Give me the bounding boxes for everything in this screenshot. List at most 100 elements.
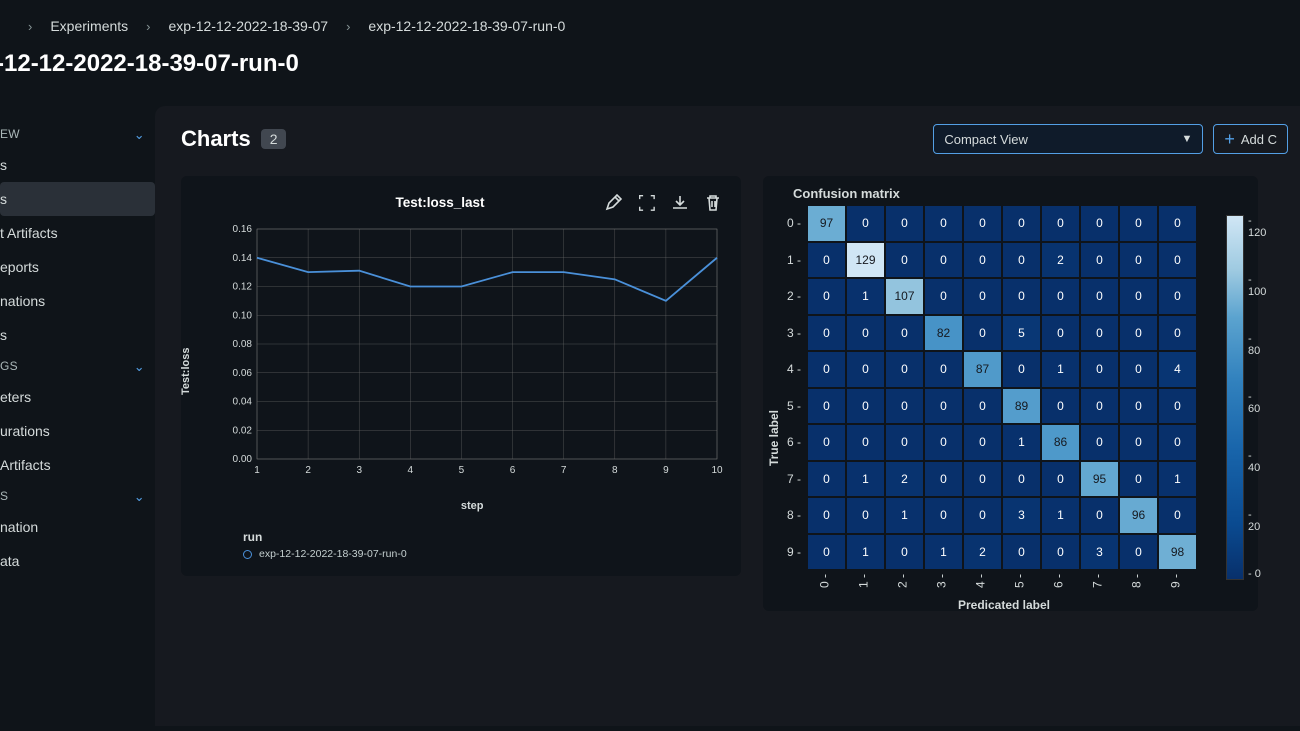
svg-text:0.16: 0.16	[233, 224, 253, 235]
matrix-cell: 0	[1080, 205, 1119, 242]
svg-text:5: 5	[459, 465, 465, 476]
charts-title-text: Charts	[181, 126, 251, 152]
fullscreen-icon[interactable]	[638, 194, 655, 211]
matrix-cell: 0	[1041, 278, 1080, 315]
line-chart-xlabel: step	[461, 500, 484, 512]
matrix-cell: 0	[963, 424, 1002, 461]
matrix-cell: 0	[1158, 242, 1197, 279]
matrix-cell: 0	[1041, 315, 1080, 352]
view-select[interactable]: Compact View ▼	[933, 124, 1203, 154]
matrix-cell: 0	[1119, 351, 1158, 388]
matrix-cell: 0	[963, 497, 1002, 534]
sidebar-item[interactable]: ata	[0, 544, 155, 578]
chevron-down-icon: ⌄	[134, 359, 145, 375]
matrix-cell: 0	[1119, 242, 1158, 279]
legend-item: exp-12-12-2022-18-39-07-run-0	[243, 548, 407, 560]
matrix-cell: 0	[1158, 497, 1197, 534]
charts-count-badge: 2	[261, 129, 287, 149]
svg-text:2: 2	[305, 465, 311, 476]
matrix-cell: 0	[885, 242, 924, 279]
matrix-cell: 0	[1119, 315, 1158, 352]
sidebar-item[interactable]: t Artifacts	[0, 216, 155, 250]
matrix-cell: 0	[885, 205, 924, 242]
matrix-col-header: 0 -	[816, 562, 838, 601]
colorbar-tick: - 20	[1248, 509, 1266, 533]
matrix-cell: 0	[846, 497, 885, 534]
sidebar-item[interactable]: eters	[0, 380, 155, 414]
sidebar-item[interactable]: nation	[0, 510, 155, 544]
matrix-cell: 0	[807, 242, 846, 279]
matrix-cell: 0	[924, 278, 963, 315]
matrix-cell: 95	[1080, 461, 1119, 498]
sidebar-item[interactable]: urations	[0, 414, 155, 448]
matrix-row-header: 4 -	[781, 351, 807, 388]
sidebar-section-header[interactable]: GS⌄	[0, 352, 155, 380]
matrix-cell: 0	[1119, 388, 1158, 425]
sidebar-item[interactable]: Artifacts	[0, 448, 155, 482]
matrix-cell: 0	[1080, 424, 1119, 461]
svg-text:6: 6	[510, 465, 516, 476]
matrix-cell: 0	[1080, 278, 1119, 315]
matrix-row-header: 3 -	[781, 315, 807, 352]
page-title: -12-12-2022-18-39-07-run-0	[0, 34, 1300, 78]
confusion-matrix-card: Confusion matrix True label 0 -970000000…	[763, 176, 1258, 611]
matrix-cell: 0	[1158, 205, 1197, 242]
matrix-cell: 1	[846, 278, 885, 315]
matrix-cell: 0	[1158, 424, 1197, 461]
chevron-down-icon: ⌄	[134, 489, 145, 505]
add-chart-button[interactable]: + Add C	[1213, 124, 1288, 154]
matrix-cell: 0	[1002, 205, 1041, 242]
matrix-cell: 1	[846, 461, 885, 498]
matrix-cell: 0	[807, 461, 846, 498]
breadcrumb-experiment[interactable]: exp-12-12-2022-18-39-07	[169, 18, 329, 34]
breadcrumb-run[interactable]: exp-12-12-2022-18-39-07-run-0	[368, 18, 565, 34]
svg-text:0.10: 0.10	[233, 310, 253, 321]
matrix-row-header: 6 -	[781, 424, 807, 461]
matrix-cell: 0	[924, 424, 963, 461]
matrix-cell: 0	[1002, 278, 1041, 315]
matrix-cell: 0	[1080, 315, 1119, 352]
svg-text:8: 8	[612, 465, 618, 476]
matrix-cell: 0	[1002, 461, 1041, 498]
matrix-cell: 0	[1080, 242, 1119, 279]
sidebar-item[interactable]: s	[0, 182, 155, 216]
matrix-row-header: 7 -	[781, 461, 807, 498]
matrix-cell: 0	[1119, 461, 1158, 498]
edit-icon[interactable]	[605, 194, 622, 211]
sidebar-section-header[interactable]: EW ⌄	[0, 120, 155, 148]
colorbar-tick: - 0	[1248, 568, 1266, 580]
matrix-cell: 0	[1119, 278, 1158, 315]
matrix-cell: 1	[885, 497, 924, 534]
matrix-cell: 0	[924, 242, 963, 279]
sidebar-item[interactable]: s	[0, 148, 155, 182]
line-chart-title: Test:loss_last	[395, 195, 484, 210]
matrix-cell: 0	[885, 351, 924, 388]
chevron-down-icon: ⌄	[134, 127, 145, 143]
sidebar-item[interactable]: s	[0, 318, 155, 352]
matrix-cell: 0	[807, 388, 846, 425]
matrix-cell: 0	[963, 461, 1002, 498]
matrix-cell: 0	[924, 461, 963, 498]
confusion-matrix-title: Confusion matrix	[765, 178, 1244, 205]
matrix-cell: 0	[807, 497, 846, 534]
matrix-cell: 0	[846, 388, 885, 425]
sidebar-section-header[interactable]: S⌄	[0, 482, 155, 510]
matrix-col-header: 4 -	[972, 562, 994, 601]
matrix-row-header: 2 -	[781, 278, 807, 315]
matrix-cell: 0	[924, 205, 963, 242]
svg-text:0.04: 0.04	[233, 397, 253, 408]
download-icon[interactable]	[671, 194, 688, 211]
matrix-cell: 97	[807, 205, 846, 242]
sidebar-section-label: EW	[0, 127, 20, 141]
sidebar-item[interactable]: nations	[0, 284, 155, 318]
matrix-cell: 0	[807, 351, 846, 388]
legend-item-label: exp-12-12-2022-18-39-07-run-0	[259, 548, 407, 560]
svg-text:9: 9	[663, 465, 669, 476]
sidebar-item[interactable]: eports	[0, 250, 155, 284]
delete-icon[interactable]	[704, 194, 721, 211]
matrix-cell: 0	[846, 351, 885, 388]
colorbar-tick: - 120	[1248, 215, 1266, 239]
matrix-cell: 0	[807, 424, 846, 461]
breadcrumb-experiments[interactable]: Experiments	[50, 18, 128, 34]
matrix-row-header: 8 -	[781, 497, 807, 534]
